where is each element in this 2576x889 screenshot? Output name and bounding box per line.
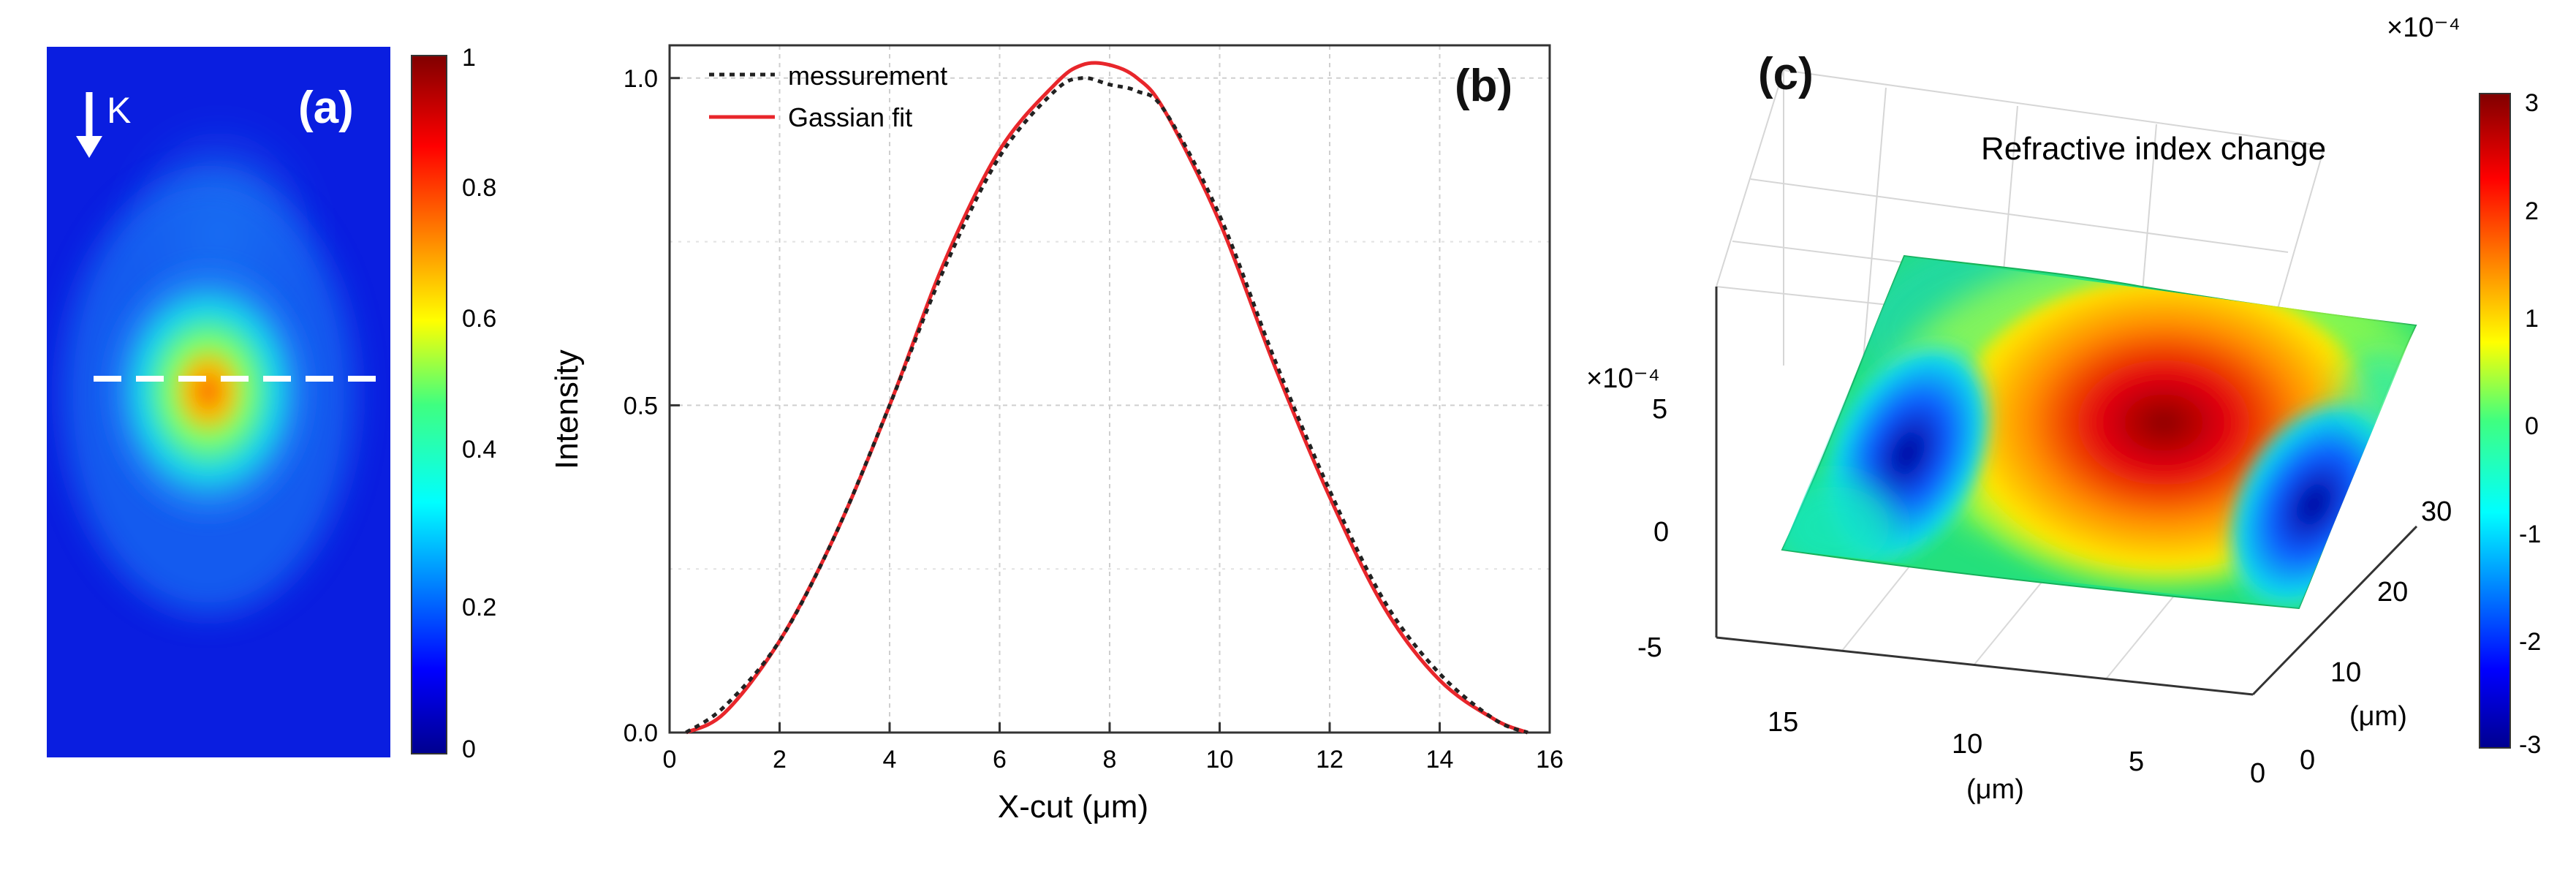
colorbar-c-tick: -2 [2519, 628, 2541, 656]
panel-b-legend: messurement Gassian fit [709, 61, 947, 132]
panel-a: K (a) 1 0.8 0.6 0.4 0.2 0 [47, 44, 496, 763]
x-tick-label: 12 [1316, 746, 1344, 773]
panel-a-colorbar-ticks: 1 0.8 0.6 0.4 0.2 0 [462, 44, 496, 763]
panel-b-grid [670, 45, 1550, 733]
x-tick: 10 [1952, 729, 1982, 760]
x-tick: 0 [2250, 758, 2265, 789]
x-tick-label: 0 [663, 746, 677, 773]
z-tick: 5 [1652, 394, 1667, 425]
colorbar-a-tick: 0.2 [462, 594, 496, 621]
y-tick: 0 [2300, 745, 2315, 776]
colorbar-a-tick: 0.4 [462, 436, 496, 464]
panel-c-x-axis-label: (μm) [1966, 774, 2024, 805]
x-tick-label: 6 [993, 746, 1007, 773]
panel-b: 0 2 4 6 8 10 12 14 16 0.0 0.5 1.0 X-cut (μm) Inten… [549, 44, 1564, 825]
colorbar-a-tick: 0.6 [462, 305, 496, 333]
panel-c-y-ticks: 30 20 10 0 (μm) [2300, 496, 2452, 776]
series-measurement-line [685, 76, 1528, 735]
colorbar-c-tick: 1 [2525, 305, 2539, 333]
panel-a-letter: (a) [298, 83, 354, 133]
panel-a-colorbar [411, 55, 447, 754]
panel-b-y-ticks: 0.0 0.5 1.0 [624, 65, 680, 747]
series-gaussian-fit-line [685, 61, 1528, 735]
x-tick-label: 10 [1206, 746, 1234, 773]
x-tick-label: 16 [1536, 746, 1564, 773]
panel-c-surface [1781, 254, 2417, 610]
x-tick: 5 [2129, 746, 2144, 777]
z-tick: 0 [1653, 517, 1669, 548]
panel-c-z-multiplier: ×10⁻⁴ [1586, 363, 1660, 394]
x-tick-label: 4 [883, 746, 897, 773]
arrow-label: K [107, 90, 131, 131]
x-tick-label: 2 [773, 746, 787, 773]
panel-c-letter: (c) [1758, 49, 1814, 99]
panel-a-beam-spot [99, 256, 318, 526]
legend-label-gaussian-fit: Gassian fit [788, 102, 912, 132]
y-tick-label: 1.0 [624, 65, 658, 93]
panel-c-axis-lines [1715, 287, 2418, 696]
z-tick: -5 [1637, 632, 1662, 663]
panel-c-y-axis-label: (μm) [2349, 701, 2407, 732]
x-tick-label: 14 [1426, 746, 1454, 773]
legend-label-measurement: messurement [788, 61, 947, 91]
arrow-down-icon [76, 136, 102, 158]
panel-c-title: Refractive index change [1981, 131, 2326, 167]
panel-b-x-axis-label: X-cut (μm) [998, 789, 1148, 825]
panel-b-series [685, 61, 1528, 735]
panel-c-colorbar-ticks: 3 2 1 0 -1 -2 -3 [2519, 89, 2541, 759]
y-tick: 20 [2377, 577, 2408, 608]
panel-c: (c) Refractive index change ×10⁻⁴ ×10⁻⁴ … [1586, 12, 2541, 805]
colorbar-c-tick: -1 [2519, 521, 2541, 548]
colorbar-a-tick: 0.8 [462, 174, 496, 202]
colorbar-a-tick: 1 [462, 44, 476, 72]
y-tick: 30 [2421, 496, 2452, 527]
colorbar-c-tick: 3 [2525, 89, 2539, 117]
y-tick-label: 0.0 [624, 719, 658, 747]
panel-b-letter: (b) [1455, 61, 1512, 111]
colorbar-c-tick: 2 [2525, 197, 2539, 225]
panel-c-x-ticks: 15 10 5 0 (μm) [1768, 707, 2265, 805]
panel-b-x-ticks: 0 2 4 6 8 10 12 14 16 [663, 722, 1564, 773]
x-tick: 15 [1768, 707, 1798, 738]
panel-c-colorbar-multiplier: ×10⁻⁴ [2387, 12, 2461, 43]
colorbar-a-tick: 0 [462, 735, 476, 763]
panel-c-z-ticks: 5 0 -5 [1637, 394, 1669, 663]
panel-b-y-axis-label: Intensity [549, 349, 585, 469]
y-tick: 10 [2330, 657, 2361, 688]
x-tick-label: 8 [1103, 746, 1117, 773]
y-tick-label: 0.5 [624, 392, 658, 420]
k-vector-arrow [76, 92, 102, 158]
colorbar-c-tick: -3 [2519, 731, 2541, 759]
panel-c-colorbar [2479, 93, 2511, 749]
colorbar-c-tick: 0 [2525, 412, 2539, 440]
